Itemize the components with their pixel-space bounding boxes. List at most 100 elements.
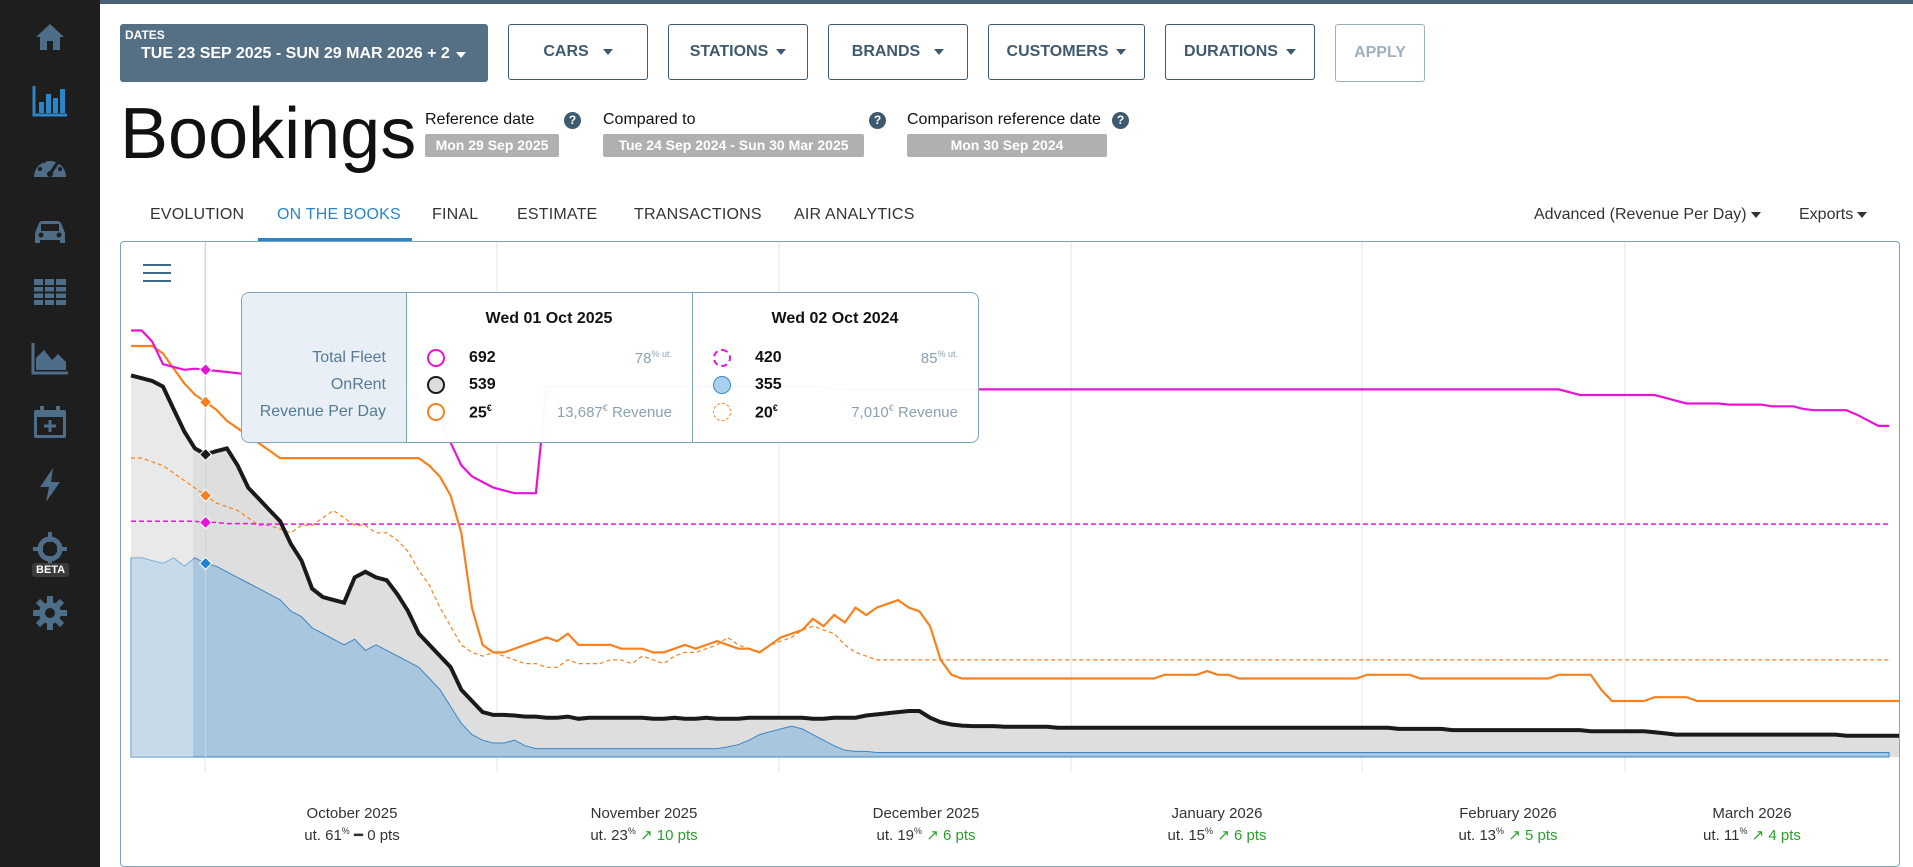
dates-filter-button[interactable]: DATES TUE 23 SEP 2025 - SUN 29 MAR 2026 … [120,24,488,82]
reference-date-pill[interactable]: Mon 29 Sep 2025 [425,134,559,157]
revenue-prev-total-number: 7,010 [851,404,889,421]
tab-final[interactable]: FINAL [432,206,479,223]
fleet-previous-line [131,520,1889,525]
fleet-prev-legend-icon [713,349,731,367]
top-accent-line [100,0,1913,4]
currency-unit: € [772,403,778,413]
calendar-plus-icon [34,406,66,438]
tooltip-revenue-prev-total: 7,010€ Revenue [851,403,958,421]
onrent-prev-legend-icon [713,376,731,394]
sidebar-item-actions[interactable] [0,460,100,510]
chart-menu-icon[interactable] [143,264,171,286]
mode-dropdown[interactable]: Advanced (Revenue Per Day) [1534,206,1761,224]
tab-estimate[interactable]: ESTIMATE [517,206,598,223]
pct-sign: % [914,826,923,836]
durations-filter-button[interactable]: DURATIONS [1165,24,1315,80]
sidebar-item-cars[interactable] [0,207,100,257]
sidebar-item-calendar[interactable] [0,397,100,447]
past-period-shade [131,242,193,757]
tab-air-analytics[interactable]: AIR ANALYTICS [794,206,915,223]
month-ut: ut. 23 [590,827,628,844]
stations-filter-button[interactable]: STATIONS [668,24,808,80]
hover-marker-onrent-prev [198,556,213,571]
month-ut: ut. 19 [876,827,915,844]
tab-evolution[interactable]: EVOLUTION [150,206,245,223]
chevron-down-icon [1285,49,1296,55]
help-icon[interactable]: ? [1112,112,1129,129]
apply-button[interactable]: APPLY [1335,24,1425,82]
pct-sign: % [1205,826,1214,836]
month-stats: ut. 13% ↗ 5 pts [1408,826,1608,844]
stations-filter-label: STATIONS [689,43,769,60]
tooltip-current-date: Wed 01 Oct 2025 [485,310,613,327]
customers-filter-button[interactable]: CUSTOMERS [988,24,1145,80]
tooltip-fleet-prev-value: 420 [755,349,782,366]
tab-transactions[interactable]: TRANSACTIONS [634,206,762,223]
exports-dropdown[interactable]: Exports [1799,206,1868,224]
revenue-total-number: 13,687 [556,404,603,421]
trend-up-icon: ↗ [1751,827,1765,844]
onrent-current-line [130,373,1899,738]
sidebar-item-trends[interactable] [0,333,100,383]
chart-tooltip: Total Fleet OnRent Revenue Per Day Wed 0… [241,292,979,443]
tooltip-fleet-prev-utilization: 85% ut. [921,349,958,367]
sidebar-item-analytics[interactable] [0,75,100,125]
bar-chart-icon [32,86,67,117]
hover-marker-fleet-prev [198,515,213,530]
sidebar-item-home[interactable] [0,12,100,62]
cars-filter-button[interactable]: CARS [508,24,648,80]
car-icon [35,221,65,243]
crosshair-icon [33,532,67,566]
month-delta: 6 pts [1233,827,1267,844]
month-label: November 2025 [590,805,698,822]
sidebar-item-beta[interactable] [0,524,100,574]
lightning-icon [40,468,60,502]
chevron-down-icon [602,49,613,55]
active-tab-indicator [258,238,412,241]
sidebar-item-settings[interactable] [0,588,100,638]
tooltip-onrent-value: 539 [469,376,496,393]
sidebar-item-dashboard[interactable] [0,142,100,192]
cars-filter-label: CARS [543,43,589,60]
month-label: February 2026 [1459,805,1557,822]
trend-up-icon: ↗ [640,827,653,844]
month-delta: 10 pts [656,827,698,844]
area-chart-icon [31,343,68,375]
dashboard-gauge-icon [34,156,66,177]
compared-to-label: Compared to [603,111,696,128]
help-icon[interactable]: ? [869,112,886,129]
comparison-reference-pill[interactable]: Mon 30 Sep 2024 [907,134,1107,157]
chevron-down-icon [1857,211,1868,218]
bookings-chart[interactable] [121,242,1900,867]
brands-filter-button[interactable]: BRANDS [828,24,968,80]
onrent-legend-icon [427,376,445,394]
month-stats: ut. 11% ↗ 4 pts [1652,826,1852,844]
compared-to-pill[interactable]: Tue 24 Sep 2024 - Sun 30 Mar 2025 [603,134,864,157]
month-stats: ut. 23% ↗ 10 pts [544,826,744,844]
tooltip-previous-date: Wed 02 Oct 2024 [771,310,899,327]
tab-on-the-books[interactable]: ON THE BOOKS [277,206,401,223]
revenue-current-line [131,344,1899,703]
month-label: December 2025 [872,805,980,822]
tooltip-fleet-extra: 78 [634,350,652,367]
pct-sign: % [1496,826,1505,836]
hover-marker-revenue [198,395,213,409]
hover-marker-revenue-prev [198,488,213,503]
chevron-down-icon [776,49,787,55]
tooltip-label-fleet: Total Fleet [312,349,386,366]
tooltip-current-column: Wed 01 Oct 2025 692 78% ut. 539 25€ 13,6… [406,293,693,442]
tooltip-revenue-total: 13,687€ Revenue [556,403,672,421]
month-ut: ut. 13 [1458,827,1497,844]
tooltip-onrent-prev-value: 355 [755,376,782,393]
fleet-legend-icon [427,349,445,367]
trend-up-icon: ↗ [1508,827,1521,844]
dates-label: DATES [125,28,165,42]
pct-sign: % [341,826,350,836]
month-stats: ut. 61% ━ 0 pts [252,826,452,844]
help-icon[interactable]: ? [564,112,581,129]
tooltip-previous-column: Wed 02 Oct 2024 420 85% ut. 355 20€ 7,01… [692,293,978,442]
sidebar-item-table[interactable] [0,266,100,316]
tooltip-label-revenue: Revenue Per Day [259,403,386,420]
revenue-total-unit-sup: € [888,403,894,413]
month-label: October 2025 [306,805,398,822]
